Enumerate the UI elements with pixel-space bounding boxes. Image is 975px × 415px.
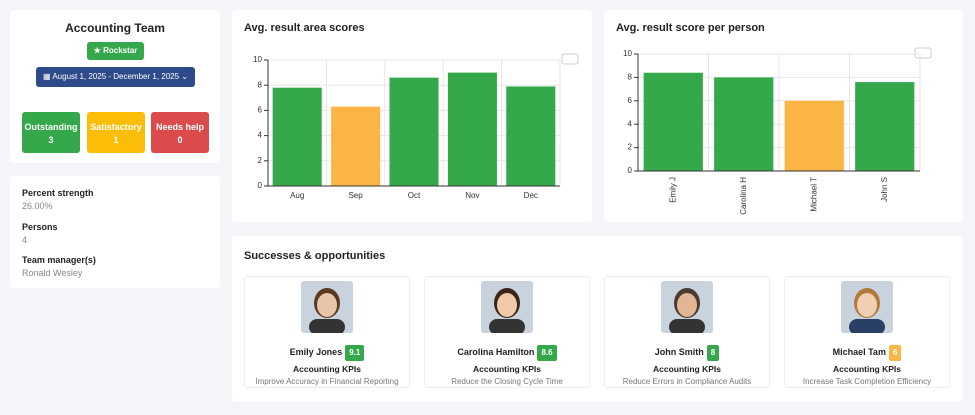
kpi-title: Accounting KPIs bbox=[832, 364, 901, 374]
chart-title: Avg. result score per person bbox=[616, 22, 765, 34]
avatar-face bbox=[497, 293, 517, 317]
avatar-shirt bbox=[489, 319, 525, 335]
avatar bbox=[481, 281, 533, 335]
kpi-goal: Reduce Errors in Compliance Audits bbox=[622, 377, 752, 386]
bar bbox=[855, 82, 915, 171]
name-row: Emily Jones 9.1 bbox=[245, 344, 409, 361]
status-box: Satisfactory 1 bbox=[87, 112, 145, 153]
avatar-face bbox=[677, 293, 697, 317]
avatar-face bbox=[317, 293, 337, 317]
person-card: Carolina Hamilton 8.6 Accounting KPIs Reduc… bbox=[424, 276, 590, 388]
successes-card: Successes & opportunities Emily Jones 9.1… bbox=[232, 236, 963, 402]
detail-value: 4 bbox=[22, 235, 28, 245]
y-tick-label: 4 bbox=[258, 131, 263, 140]
name-row: Michael Tam 6 bbox=[785, 344, 949, 361]
status-label: Needs help bbox=[155, 122, 204, 132]
date-range-button[interactable]: ▦ August 1, 2025 - December 1, 2025 ⌄ bbox=[36, 67, 195, 87]
y-tick-label: 0 bbox=[628, 166, 633, 175]
team-title: Accounting Team bbox=[65, 21, 165, 35]
details-card: Percent strength 26.00% Persons 4 Team m… bbox=[10, 176, 220, 288]
kpi-title: Accounting KPIs bbox=[472, 364, 541, 374]
status-count: 1 bbox=[113, 135, 119, 145]
person-card: John Smith 8 Accounting KPIs Reduce Errors … bbox=[604, 276, 770, 388]
y-tick-label: 10 bbox=[623, 49, 632, 58]
chart-card: Avg. result score per person 0 2 4 6 8 10 Emil… bbox=[604, 10, 963, 222]
y-tick-label: 0 bbox=[258, 181, 263, 190]
x-tick-label: Dec bbox=[524, 191, 538, 200]
detail-label: Percent strength bbox=[22, 188, 94, 198]
status-box: Needs help 0 bbox=[151, 112, 209, 153]
avatar bbox=[301, 281, 353, 335]
bar bbox=[784, 100, 844, 171]
x-tick-label: Carolina H bbox=[739, 177, 748, 215]
bar bbox=[643, 72, 703, 171]
bar bbox=[447, 72, 497, 186]
detail-label: Team manager(s) bbox=[22, 255, 96, 265]
name-row: Carolina Hamilton 8.6 bbox=[425, 344, 589, 361]
kpi-goal: Increase Task Completion Efficiency bbox=[802, 377, 932, 386]
detail-label: Persons bbox=[22, 222, 58, 232]
bar bbox=[506, 86, 556, 186]
menu-button[interactable] bbox=[914, 47, 932, 59]
x-tick-label: John S bbox=[880, 177, 889, 202]
kpi-title: Accounting KPIs bbox=[292, 364, 361, 374]
x-tick-label: Aug bbox=[290, 191, 304, 200]
badge-text: Rockstar bbox=[103, 46, 138, 55]
status-box: Outstanding 3 bbox=[22, 112, 80, 153]
person-name: John Smith bbox=[654, 347, 704, 357]
x-tick-label: Nov bbox=[465, 191, 479, 200]
avatar bbox=[841, 281, 893, 335]
bar bbox=[389, 77, 439, 186]
y-tick-label: 2 bbox=[628, 143, 633, 152]
section-title: Successes & opportunities bbox=[244, 250, 386, 262]
status-count: 3 bbox=[48, 135, 54, 145]
score-badge: 8.6 bbox=[537, 345, 557, 361]
kpi-goal: Reduce the Closing Cycle Time bbox=[451, 377, 563, 386]
bar bbox=[272, 87, 322, 186]
y-tick-label: 6 bbox=[258, 106, 263, 115]
badge: ★ Rockstar bbox=[87, 42, 144, 60]
person-card: Emily Jones 9.1 Accounting KPIs Improve Acc… bbox=[244, 276, 410, 388]
y-tick-label: 10 bbox=[253, 55, 262, 64]
avatar-face bbox=[857, 293, 877, 317]
kpi-title: Accounting KPIs bbox=[652, 364, 721, 374]
x-tick-label: Michael T bbox=[809, 177, 818, 212]
avatar-shirt bbox=[849, 319, 885, 335]
y-tick-label: 2 bbox=[258, 156, 263, 165]
name-row: John Smith 8 bbox=[605, 344, 769, 361]
y-tick-label: 6 bbox=[628, 96, 633, 105]
chart-title: Avg. result area scores bbox=[244, 22, 365, 34]
detail-value: 26.00% bbox=[22, 201, 53, 211]
team-card: Accounting Team ★ Rockstar ▦ August 1, 2… bbox=[10, 10, 220, 163]
chart: Avg. result score per person 0 2 4 6 8 10 Emil… bbox=[616, 22, 932, 215]
avatar-shirt bbox=[309, 319, 345, 335]
kpi-goal: Improve Accuracy in Financial Reporting bbox=[255, 377, 399, 386]
y-tick-label: 8 bbox=[258, 80, 263, 89]
chart: Avg. result area scores 0 2 4 6 8 10 Aug Sep Oct… bbox=[244, 22, 579, 200]
chart-card: Avg. result area scores 0 2 4 6 8 10 Aug Sep Oct… bbox=[232, 10, 592, 222]
score-badge: 8 bbox=[706, 345, 720, 361]
score-badge: 6 bbox=[888, 345, 902, 361]
y-tick-label: 8 bbox=[628, 73, 633, 82]
person-card: Michael Tam 6 Accounting KPIs Increase Task… bbox=[784, 276, 950, 388]
bar bbox=[331, 106, 381, 186]
avatar bbox=[661, 281, 713, 335]
x-tick-label: Oct bbox=[408, 191, 421, 200]
avatar-shirt bbox=[669, 319, 705, 335]
person-name: Michael Tam bbox=[832, 347, 886, 357]
y-tick-label: 4 bbox=[628, 119, 633, 128]
x-tick-label: Emily J bbox=[668, 177, 677, 203]
status-label: Outstanding bbox=[24, 122, 78, 132]
date-range: August 1, 2025 - December 1, 2025 bbox=[52, 72, 180, 81]
status-count: 0 bbox=[177, 135, 183, 145]
detail-value: Ronald Wesley bbox=[22, 268, 83, 278]
x-tick-label: Sep bbox=[348, 191, 363, 200]
bar bbox=[714, 77, 774, 171]
status-label: Satisfactory bbox=[90, 122, 142, 132]
score-badge: 9.1 bbox=[345, 345, 365, 361]
person-name: Emily Jones bbox=[289, 347, 343, 357]
person-name: Carolina Hamilton bbox=[457, 347, 535, 357]
menu-button[interactable] bbox=[561, 53, 579, 65]
